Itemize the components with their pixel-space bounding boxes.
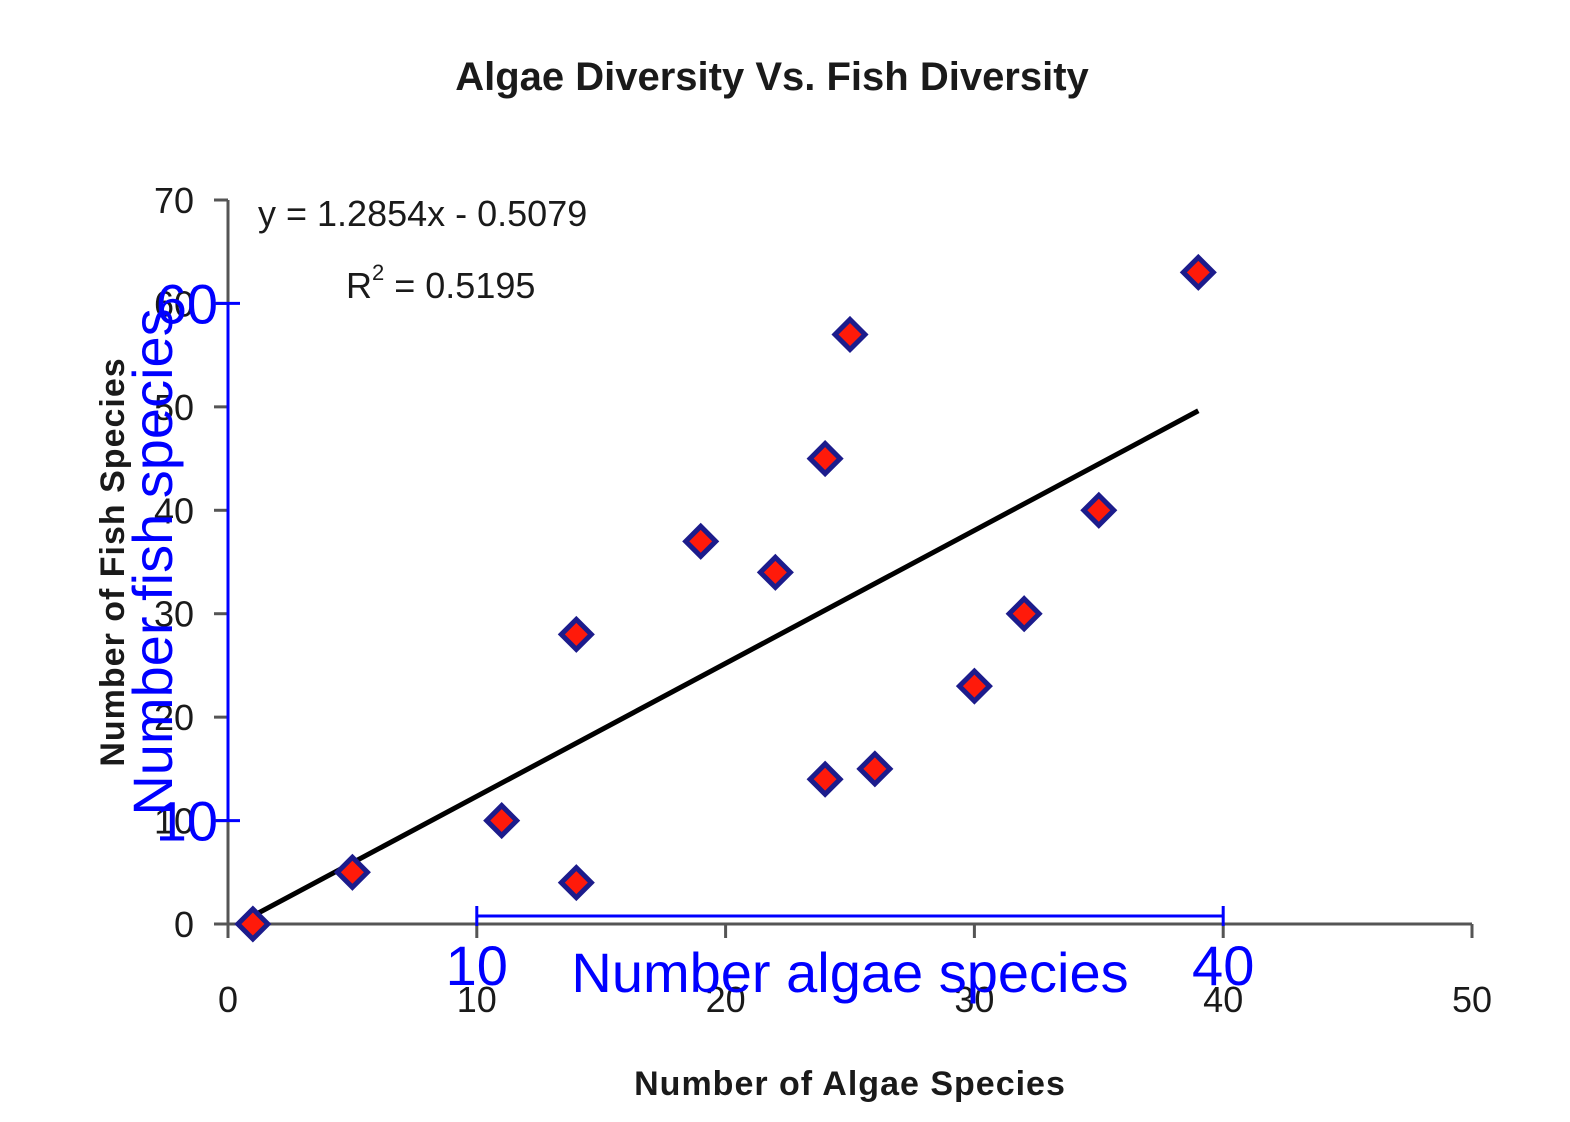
data-point [1179,253,1217,291]
y-tick-label: 20 [154,697,194,738]
data-point [756,553,794,591]
y-tick-label: 50 [154,387,194,428]
r-squared-label: R2 = 0.5195 [346,260,535,306]
y-tick-label: 30 [154,594,194,635]
overlay-x-label-start: 10 [446,934,508,997]
x-axis-title: Number of Algae Species [634,1065,1066,1103]
axes: 0 10 20 30 40 50 0 10 20 30 40 50 60 70 [154,180,1492,1020]
data-point [483,802,521,840]
y-tick-label: 60 [154,283,194,324]
overlay-x-title: Number algae species [571,941,1128,1004]
y-tick-label: 40 [154,490,194,531]
data-point [806,760,844,798]
y-tick-label: 0 [174,904,194,945]
data-points [234,253,1217,943]
x-axis-ticks: 0 10 20 30 40 50 [218,924,1492,1020]
x-tick-label: 50 [1452,979,1492,1020]
data-point [682,522,720,560]
trendline-equation: y = 1.2854x - 0.5079 [258,193,587,234]
y-axis-title: Number of Fish Species [94,357,132,766]
x-tick-label: 0 [218,979,238,1020]
x-tick-label: 10 [457,979,497,1020]
r-squared-r: R [346,265,372,306]
data-point [1005,595,1043,633]
x-tick-label: 30 [954,979,994,1020]
y-tick-label: 10 [154,801,194,842]
data-point [333,853,371,891]
x-tick-label: 20 [706,979,746,1020]
y-tick-label: 70 [154,180,194,221]
data-point [955,667,993,705]
overlay-x-label-end: 40 [1192,934,1254,997]
chart-title: Algae Diversity Vs. Fish Diversity [455,55,1089,99]
data-point [856,750,894,788]
trendline [251,408,1200,919]
overlay-y-title: Number fish species [121,308,184,815]
y-axis-ticks: 0 10 20 30 40 50 60 70 [154,180,228,945]
x-tick-label: 40 [1203,979,1243,1020]
data-point [234,905,272,943]
r-squared-value: = 0.5195 [384,265,535,306]
data-point [806,440,844,478]
data-point [1080,491,1118,529]
overlay-y-label-start: 10 [156,790,218,853]
data-point [557,615,595,653]
data-point [831,315,869,353]
r-squared-superscript: 2 [372,260,384,285]
overlay-annotation: 10 40 Number algae species 10 60 Number … [121,272,1254,1004]
data-point [557,864,595,902]
overlay-y-label-end: 60 [156,272,218,335]
